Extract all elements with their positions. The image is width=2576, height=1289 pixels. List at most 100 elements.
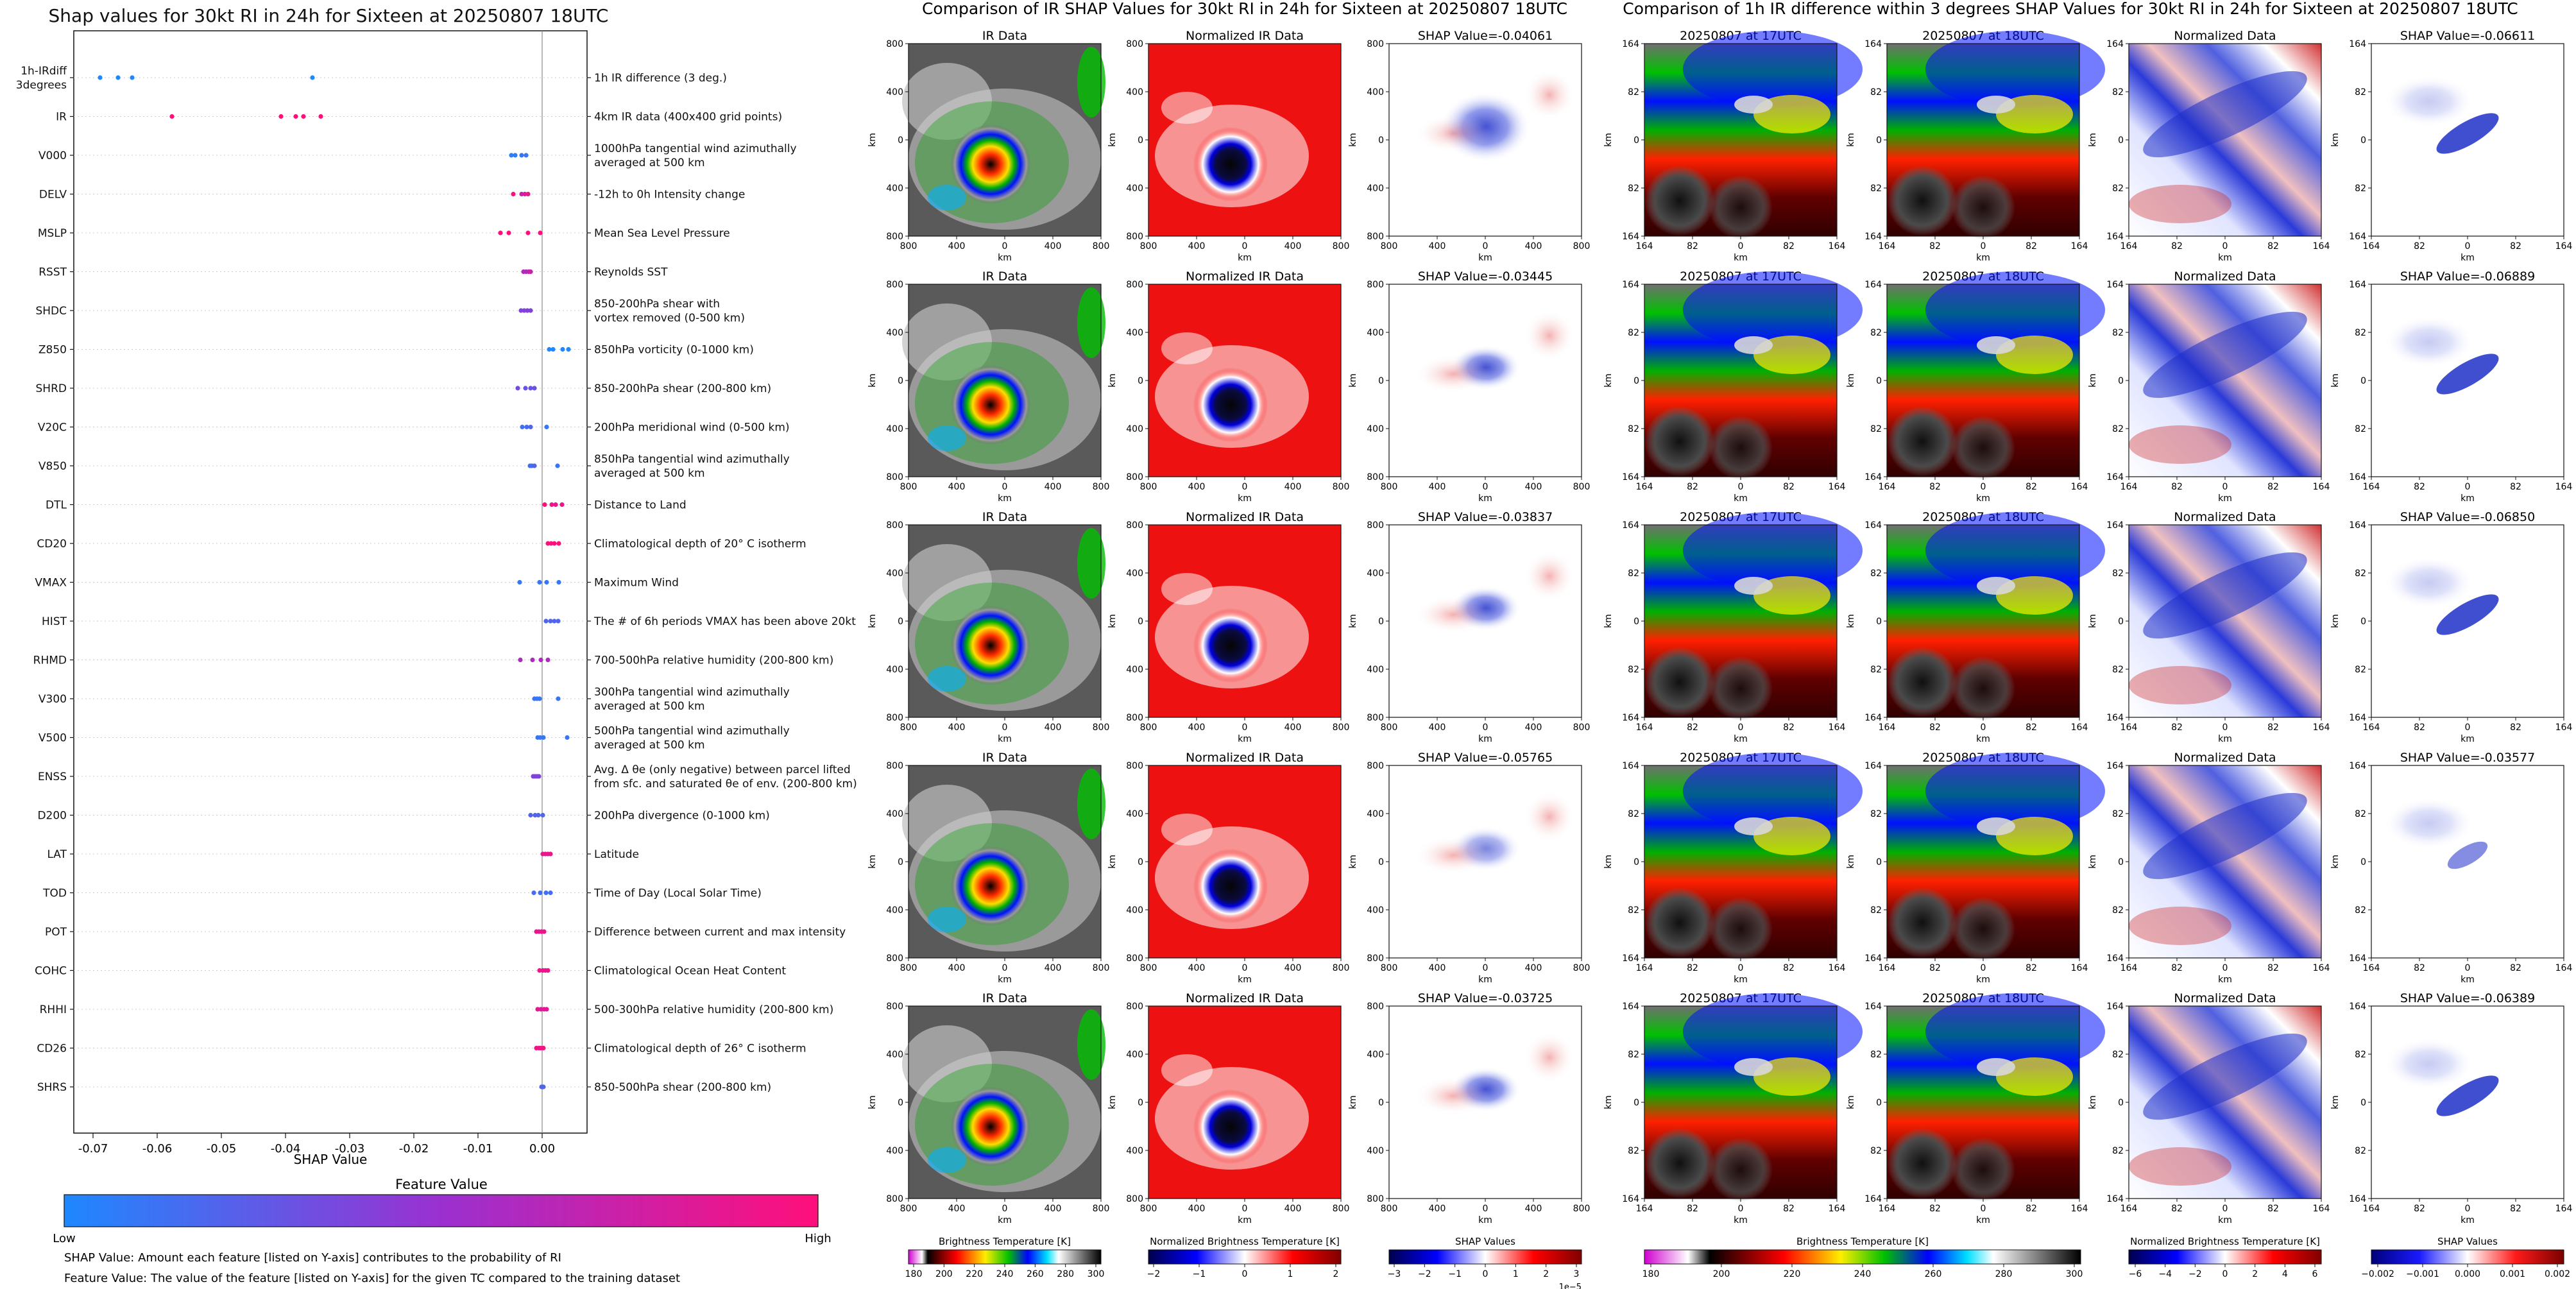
colorbar-label: Normalized Brightness Temperature [K] [2130, 1236, 2320, 1247]
colorbar [1388, 1249, 1582, 1265]
y-tick-label: 400 [886, 905, 903, 916]
ir-zoom-dark-core [1951, 1138, 2015, 1202]
feature-description-line: averaged at 500 km [594, 157, 705, 169]
feature-label: 1h-IRdiff 3degrees [16, 65, 68, 92]
shap-point [115, 75, 121, 80]
x-axis-label: km [1734, 1215, 1748, 1225]
feature-row: RSST Reynolds SST [38, 266, 668, 279]
feature-label-line: SHDC [35, 305, 67, 318]
y-tick-label: 82 [1870, 87, 1882, 98]
y-tick-label: 400 [1367, 905, 1384, 916]
y-tick-label: 164 [1864, 472, 1882, 482]
ir-panel-grid: IR Data80080040040000400400800800kmkmNor… [867, 29, 1590, 1225]
feature-row: SHRS 850-500hPa shear (200-800 km) [37, 1081, 771, 1094]
x-axis-label: km [1478, 975, 1492, 985]
x-tick-label: 800 [1093, 963, 1110, 973]
y-tick-label: 800 [1367, 761, 1384, 771]
x-axis-label: km [2218, 1215, 2232, 1225]
y-tick-label: 164 [1622, 953, 1639, 964]
x-tick-label: 82 [2510, 1204, 2521, 1214]
shap-point [536, 812, 541, 818]
x-axis-label: km [1478, 734, 1492, 744]
x-axis-label: km [998, 734, 1012, 744]
y-tick-label: 82 [1870, 568, 1882, 579]
y-tick-label: 400 [1367, 1050, 1384, 1060]
feature-label: HIST [42, 615, 67, 628]
colorbar-tick-label: 0.001 [2500, 1269, 2525, 1279]
y-tick-label: 82 [1870, 328, 1882, 338]
x-tick-label: 164 [2555, 482, 2573, 492]
ir-zoom-dark-core [1887, 406, 1958, 477]
y-axis-label: km [1107, 1095, 1118, 1109]
y-tick-label: 82 [1628, 568, 1639, 579]
y-axis-label: km [2330, 1095, 2341, 1109]
x-axis-label: km [2461, 1215, 2475, 1225]
shap-point [552, 619, 557, 624]
feature-description-line: 850-200hPa shear with [594, 298, 720, 311]
x-tick-label: 82 [2171, 963, 2183, 973]
normalized-diff-patch [2129, 907, 2231, 945]
y-tick-label: 800 [886, 953, 903, 964]
y-tick-label: 800 [1367, 520, 1384, 531]
shap-point [544, 579, 549, 585]
x-tick-label: 400 [1525, 482, 1542, 492]
normalized-diff-band [2143, 1033, 2307, 1120]
x-tick-label: 82 [1687, 963, 1698, 973]
feature-label-line: V300 [38, 693, 67, 706]
x-tick-label: 400 [1525, 963, 1542, 973]
feature-description-line: 500-300hPa relative humidity (200-800 km… [594, 1003, 833, 1016]
ir-zoom-cold-band [1925, 753, 2105, 830]
feature-label-line: V850 [38, 460, 67, 473]
shap-point [538, 1007, 543, 1012]
y-tick-label: 82 [1870, 184, 1882, 194]
feature-label-line: DELV [39, 189, 67, 201]
x-tick-label: 800 [900, 963, 917, 973]
x-tick-label: 164 [1636, 1204, 1653, 1214]
y-tick-label: 0 [2360, 376, 2366, 386]
y-axis-label: km [1348, 1095, 1358, 1109]
feature-label-line: RHMD [33, 654, 67, 667]
feature-description: 850hPa vorticity (0-1000 km) [594, 344, 754, 357]
x-axis-label: km [2218, 253, 2232, 263]
y-tick-label: 800 [886, 520, 903, 531]
colorbar-tick-label: 0 [1242, 1269, 1248, 1279]
x-tick-label: 400 [1429, 722, 1446, 733]
y-tick-label: 0 [1633, 376, 1639, 386]
y-tick-label: 0 [1876, 376, 1882, 386]
x-axis-label: km [1238, 1215, 1252, 1225]
ir-colorbars: Brightness Temperature [K]180 200 220 240 26… [905, 1236, 1582, 1289]
x-tick-label: 0 [1242, 963, 1248, 973]
x-axis-label: km [1238, 253, 1252, 263]
y-tick-label: 800 [886, 1002, 903, 1012]
x-tick-label: 800 [1093, 722, 1110, 733]
y-tick-label: 164 [2349, 232, 2366, 242]
x-tick-label: 82 [1783, 1204, 1795, 1214]
y-axis-label: km [1348, 614, 1358, 628]
shap-point [544, 424, 549, 430]
x-tick-label: 400 [1045, 963, 1062, 973]
irdiff-column-title: Normalized Data [2174, 510, 2276, 524]
colorbar-tick-label: −4 [2158, 1269, 2172, 1279]
shap-point [565, 735, 570, 740]
colorbar-tick-label: 2 [2252, 1269, 2258, 1279]
y-tick-label: 0 [1876, 1098, 1882, 1108]
y-tick-label: 0 [1876, 135, 1882, 146]
shap-point [545, 968, 550, 973]
feature-description: 200hPa meridional wind (0-500 km) [594, 422, 790, 434]
y-axis-label: km [2330, 855, 2341, 869]
x-axis-label: km [1478, 493, 1492, 504]
x-tick-label: 164 [1636, 722, 1653, 733]
feature-description: 300hPa tangential wind azimuthally averag… [594, 686, 790, 713]
y-axis-label: km [2088, 614, 2098, 628]
feature-label-line: RHHI [40, 1003, 67, 1016]
x-tick-label: 800 [900, 722, 917, 733]
x-tick-label: 400 [1284, 241, 1302, 252]
x-tick-label: 800 [1333, 482, 1350, 492]
feature-label: RSST [38, 266, 67, 279]
x-tick-label: 82 [1783, 241, 1795, 252]
y-tick-label: 800 [1367, 713, 1384, 723]
feature-description: Distance to Land [594, 499, 687, 512]
y-tick-label: 800 [886, 472, 903, 482]
y-tick-label: 0 [2118, 617, 2124, 627]
